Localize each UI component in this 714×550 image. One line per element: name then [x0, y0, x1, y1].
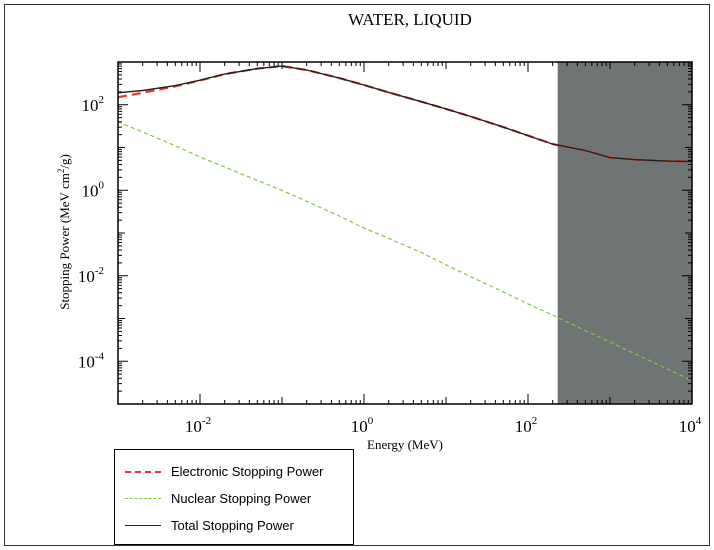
series-line-total-stopping-power: [118, 65, 692, 163]
shaded-region: [557, 62, 692, 404]
legend-item-total: Total Stopping Power: [115, 516, 353, 536]
y-tick-label: 10-4: [78, 350, 105, 371]
legend: Electronic Stopping Power Nuclear Stoppi…: [114, 449, 354, 545]
y-tick-label: 10-2: [78, 265, 104, 286]
legend-item-electronic: Electronic Stopping Power: [115, 462, 353, 482]
legend-swatch-nuclear: [125, 498, 161, 499]
legend-swatch-electronic: [125, 471, 161, 473]
legend-label-nuclear: Nuclear Stopping Power: [171, 491, 312, 506]
x-tick-label: 104: [679, 415, 702, 436]
chart-title: WATER, LIQUID: [348, 10, 472, 29]
x-tick-label: 100: [351, 415, 374, 436]
y-tick-label: 100: [82, 179, 105, 200]
x-tick-label: 102: [515, 415, 538, 436]
shaded-region-layer: [557, 62, 692, 404]
legend-label-electronic: Electronic Stopping Power: [171, 464, 324, 479]
legend-swatch-total: [125, 525, 161, 526]
x-tick-label: 10-2: [185, 415, 211, 436]
tick-layer: 10-2 100 102 104 10-4 10-2 100 102: [78, 61, 702, 436]
series-layer: [118, 64, 692, 382]
y-axis-label: Stopping Power (MeV cm2/g): [56, 154, 72, 310]
series-line-nuclear-stopping-power: [118, 121, 692, 382]
legend-label-total: Total Stopping Power: [171, 518, 294, 533]
y-tick-label: 102: [82, 94, 105, 115]
x-axis-label: Energy (MeV): [367, 437, 443, 452]
legend-item-nuclear: Nuclear Stopping Power: [115, 489, 353, 509]
